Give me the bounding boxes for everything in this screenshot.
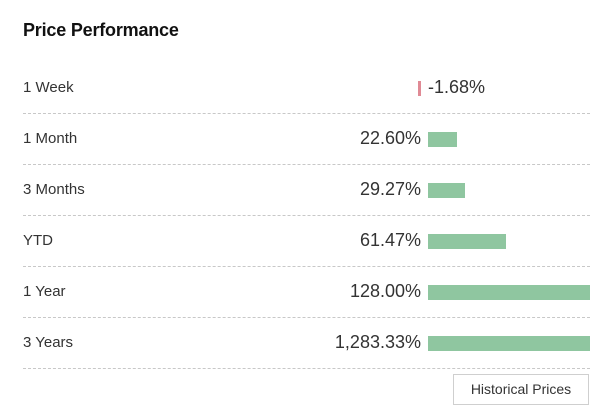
performance-bar <box>428 234 506 249</box>
period-value: 29.27% <box>359 179 421 199</box>
period-label: 1 Year <box>23 283 66 300</box>
performance-row-3-years: 3 Years 1,283.33% <box>23 318 590 369</box>
performance-row-ytd: YTD 61.47% <box>23 216 590 267</box>
performance-bar <box>418 81 421 96</box>
period-value: 22.60% <box>359 128 421 148</box>
period-value: 61.47% <box>359 230 421 250</box>
period-value: 128.00% <box>349 281 421 301</box>
performance-row-1-week: 1 Week -1.68% <box>23 63 590 114</box>
period-value: 1,283.33% <box>334 332 421 352</box>
period-label: YTD <box>23 232 53 249</box>
performance-row-3-months: 3 Months 29.27% <box>23 165 590 216</box>
performance-bar <box>428 132 457 147</box>
historical-prices-button[interactable]: Historical Prices <box>453 374 589 405</box>
performance-row-1-month: 1 Month 22.60% <box>23 114 590 165</box>
period-label: 1 Week <box>23 79 74 96</box>
period-label: 3 Months <box>23 181 85 198</box>
performance-bar <box>428 183 466 198</box>
period-label: 1 Month <box>23 130 78 147</box>
period-value: -1.68% <box>428 77 486 97</box>
performance-row-1-year: 1 Year 128.00% <box>23 267 590 318</box>
performance-bar <box>428 336 590 351</box>
performance-bar <box>428 285 590 300</box>
widget-title: Price Performance <box>23 20 179 40</box>
period-label: 3 Years <box>23 334 74 351</box>
performance-list: 1 Week -1.68% 1 Month 22.60% 3 Months 29… <box>23 63 590 369</box>
